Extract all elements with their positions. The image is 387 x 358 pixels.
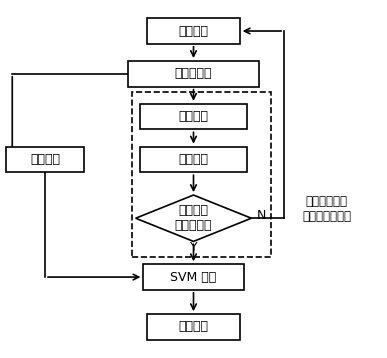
Text: 样本数据: 样本数据 bbox=[178, 24, 209, 38]
Text: 训练样本: 训练样本 bbox=[178, 110, 209, 123]
FancyBboxPatch shape bbox=[143, 264, 244, 290]
Text: Y: Y bbox=[190, 241, 197, 254]
Text: 测试样本: 测试样本 bbox=[30, 153, 60, 166]
Text: 数据预处理: 数据预处理 bbox=[175, 67, 212, 80]
Text: 参数优化: 参数优化 bbox=[178, 153, 209, 166]
Text: SVM 建模: SVM 建模 bbox=[170, 271, 217, 284]
FancyBboxPatch shape bbox=[147, 18, 240, 44]
FancyBboxPatch shape bbox=[128, 61, 259, 87]
Text: N: N bbox=[257, 209, 266, 222]
Polygon shape bbox=[136, 195, 251, 241]
FancyBboxPatch shape bbox=[147, 314, 240, 340]
Text: 满足算法
终止检查？: 满足算法 终止检查？ bbox=[175, 204, 212, 232]
Text: 帝国殖民竞争
算法和交叉验证: 帝国殖民竞争 算法和交叉验证 bbox=[302, 195, 351, 223]
FancyBboxPatch shape bbox=[140, 146, 247, 172]
FancyBboxPatch shape bbox=[140, 104, 247, 130]
Text: 故障诊断: 故障诊断 bbox=[178, 320, 209, 334]
FancyBboxPatch shape bbox=[7, 146, 84, 172]
